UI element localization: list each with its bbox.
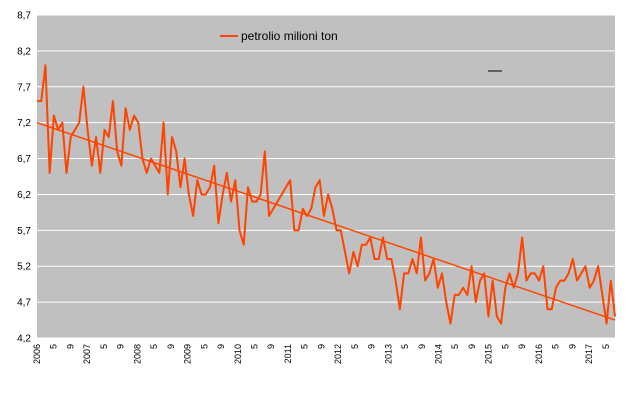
series-line-petrolio: [37, 64, 616, 325]
x-tick-label: 5: [300, 344, 310, 349]
x-tick-label: 2016: [534, 344, 544, 364]
x-tick-label: 5: [350, 344, 360, 349]
y-tick-label: 6,7: [17, 154, 31, 165]
x-tick-label: 5: [149, 344, 159, 349]
x-tick-label: 9: [266, 344, 276, 349]
x-tick-label: 9: [166, 344, 176, 349]
y-tick-label: 8,7: [17, 11, 31, 22]
x-tick-label: 2006: [32, 344, 42, 364]
x-tick-label: 2015: [484, 344, 494, 364]
x-tick-label: 2012: [333, 344, 343, 364]
legend: petrolio milioni ton: [220, 29, 338, 43]
x-tick-label: 9: [567, 344, 577, 349]
x-tick-label: 2010: [233, 344, 243, 364]
y-tick-label: 6,2: [17, 190, 31, 201]
x-tick-label: 5: [99, 344, 109, 349]
x-tick-label: 2009: [183, 344, 193, 364]
x-tick-label: 5: [551, 344, 561, 349]
x-tick-label: 2008: [132, 344, 142, 364]
x-tick-label: 2014: [434, 344, 444, 364]
gridlines: [37, 14, 615, 339]
x-tick-label: 9: [116, 344, 126, 349]
x-tick-label: 9: [417, 344, 427, 349]
y-tick-label: 8,2: [17, 46, 31, 57]
plot-area: [37, 15, 615, 338]
series-layer: [36, 64, 616, 325]
y-tick-label: 7,7: [17, 82, 31, 93]
x-tick-label: 5: [49, 344, 59, 349]
y-tick-label: 7,2: [17, 118, 31, 129]
x-tick-label: 9: [467, 344, 477, 349]
y-tick-label: 4,2: [17, 334, 31, 345]
x-tick-label: 2017: [584, 344, 594, 364]
x-tick-label: 2007: [82, 344, 92, 364]
legend-label: petrolio milioni ton: [241, 29, 338, 43]
x-axis: 2006 5 9 2007 5 9 2008 5 9 2009 5 9 2010 5 9 2011 5 9 2012…: [32, 344, 611, 364]
x-tick-label: 9: [517, 344, 527, 349]
x-tick-label: 9: [367, 344, 377, 349]
x-tick-label: 5: [199, 344, 209, 349]
y-tick-label: 5,2: [17, 262, 31, 273]
x-tick-label: 9: [316, 344, 326, 349]
x-tick-label: 5: [400, 344, 410, 349]
x-tick-label: 2013: [383, 344, 393, 364]
x-tick-label: 5: [500, 344, 510, 349]
y-tick-label: 4,7: [17, 298, 31, 309]
x-tick-label: 5: [450, 344, 460, 349]
y-axis: 4,2 4,7 5,2 5,7 6,2 6,7 7,2 7,7 8,2 8,7: [17, 11, 31, 345]
x-tick-label: 5: [601, 344, 611, 349]
y-tick-label: 5,7: [17, 226, 31, 237]
x-tick-label: 2011: [283, 344, 293, 363]
trendline: [36, 121, 616, 321]
x-tick-label: 9: [216, 344, 226, 349]
x-tick-label: 5: [249, 344, 259, 349]
x-tick-label: 9: [65, 344, 75, 349]
